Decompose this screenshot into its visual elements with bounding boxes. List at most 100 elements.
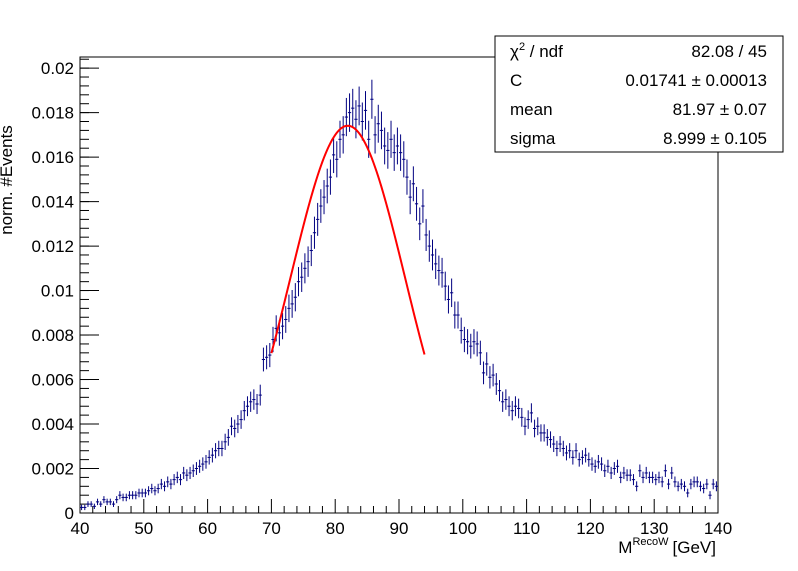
data-point (89, 501, 93, 507)
data-point (587, 452, 591, 467)
data-point (95, 498, 100, 506)
data-point (497, 380, 502, 402)
data-point (287, 294, 291, 323)
data-point (402, 141, 406, 178)
data-point (609, 466, 613, 480)
x-tick-label: 90 (390, 519, 409, 538)
data-point (217, 440, 221, 457)
data-point (316, 202, 320, 236)
stats-value-sigma: 8.999 ± 0.105 (663, 129, 767, 148)
data-point (306, 246, 310, 277)
data-point (134, 491, 138, 500)
stats-label-mean: mean (510, 100, 553, 119)
data-point (363, 91, 368, 130)
data-point (293, 283, 297, 312)
data-point (146, 486, 151, 496)
data-point (612, 462, 616, 475)
data-point (153, 486, 157, 496)
data-point (309, 234, 313, 267)
y-tick-label: 0.01 (41, 282, 74, 301)
data-point (338, 120, 342, 158)
stats-value-mean: 81.97 ± 0.07 (673, 100, 767, 119)
data-point (584, 447, 588, 463)
data-point (596, 454, 600, 469)
data-point (548, 431, 553, 448)
data-point (300, 262, 304, 292)
data-point (453, 301, 457, 329)
stats-label-c: C (510, 71, 522, 90)
data-point (258, 384, 262, 406)
data-point (462, 326, 466, 353)
y-tick-label: 0.004 (31, 415, 74, 434)
data-point (229, 417, 234, 436)
data-point (201, 457, 205, 471)
data-point (666, 478, 671, 490)
data-point (590, 457, 594, 471)
data-point (169, 478, 173, 490)
y-tick-label: 0 (65, 504, 74, 523)
data-point (303, 253, 307, 284)
data-point (440, 257, 444, 288)
data-point (450, 278, 454, 308)
data-point (414, 186, 419, 221)
data-point (689, 478, 693, 490)
data-point (571, 450, 575, 465)
data-point (501, 391, 505, 412)
x-axis-title-unit: [GeV] (673, 538, 716, 557)
data-point (252, 389, 256, 410)
data-point (676, 481, 680, 492)
data-point (555, 440, 559, 457)
data-point (405, 159, 409, 195)
data-point (296, 267, 301, 297)
data-point (233, 419, 237, 438)
data-point (185, 469, 189, 482)
data-point (325, 168, 329, 204)
x-tick-label: 80 (326, 519, 345, 538)
data-point (456, 301, 460, 329)
data-point (102, 496, 106, 504)
data-point (472, 329, 476, 355)
data-point (245, 396, 250, 417)
data-point (166, 476, 170, 488)
data-point (523, 417, 527, 436)
data-point (446, 285, 451, 314)
data-point (376, 104, 380, 143)
data-point (663, 464, 667, 477)
data-point (319, 189, 323, 223)
data-point (249, 391, 253, 412)
data-point (242, 400, 246, 421)
data-point (159, 478, 163, 490)
data-point (86, 501, 90, 507)
stats-label-sigma: sigma (510, 129, 556, 148)
stats-label-chi2: χ2 / ndf (510, 41, 563, 61)
x-tick-label: 40 (71, 519, 90, 538)
data-series (79, 79, 719, 511)
data-point (491, 363, 495, 387)
x-tick-label: 120 (576, 519, 604, 538)
data-point (143, 488, 147, 498)
y-tick-label: 0.002 (31, 460, 74, 479)
data-point (398, 134, 403, 171)
data-point (520, 407, 524, 427)
data-point (603, 464, 607, 477)
data-point (625, 469, 629, 482)
data-point (344, 97, 348, 137)
x-axis-title-superscript: RecoW (632, 536, 669, 548)
data-point (513, 396, 518, 417)
data-point (198, 459, 202, 473)
data-point (568, 443, 572, 459)
stats-box-frame (494, 35, 784, 153)
data-point (517, 398, 521, 419)
data-point (682, 481, 687, 492)
y-tick-label: 0.012 (31, 237, 74, 256)
data-point (561, 440, 565, 457)
data-point (574, 443, 578, 459)
data-point (137, 488, 141, 498)
data-point (622, 466, 626, 480)
data-point (131, 491, 135, 500)
y-axis: 0 0.002 0.004 0.006 0.008 0.01 0.012 0.014 0.016… (31, 58, 99, 523)
data-point (443, 271, 447, 301)
data-point (220, 440, 224, 457)
x-tick-label: 70 (262, 519, 281, 538)
